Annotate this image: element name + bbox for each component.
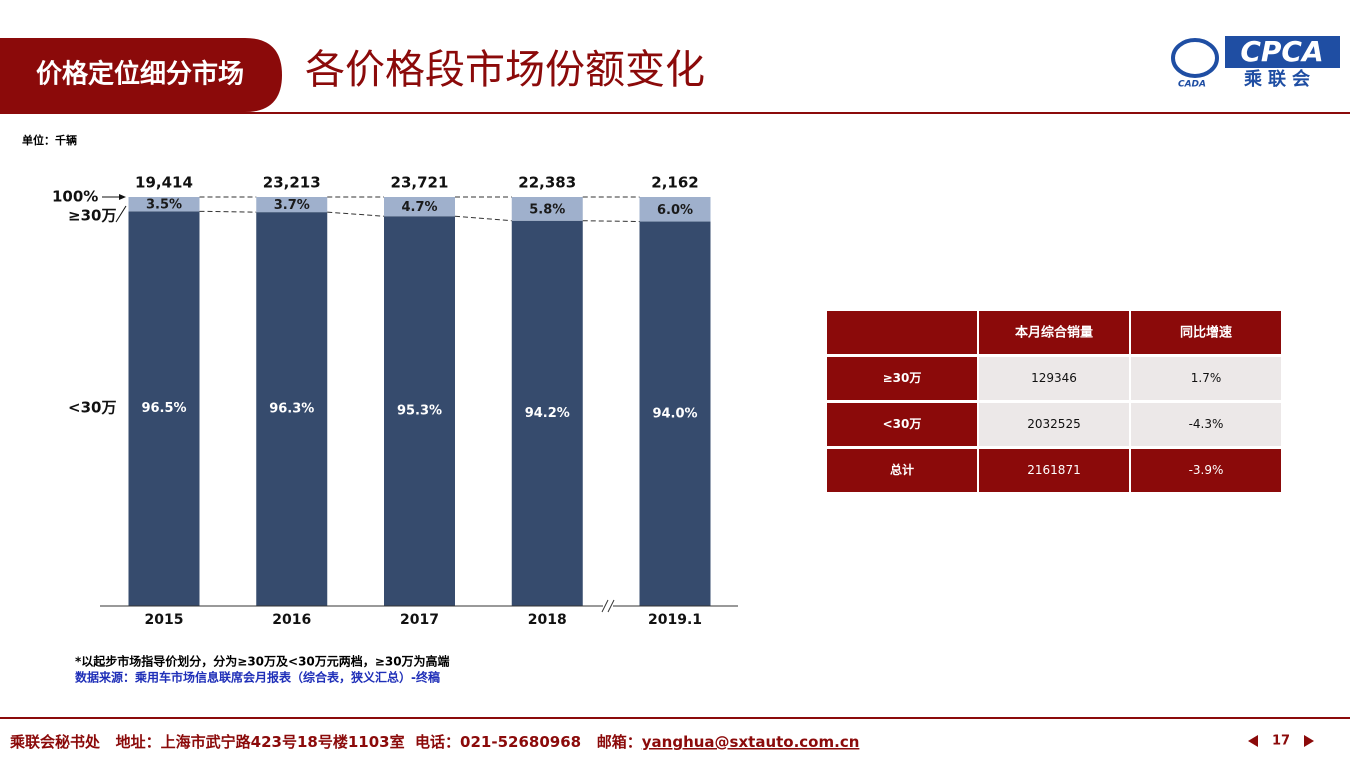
total-label: 22,383 — [518, 174, 576, 192]
source-note: 数据来源：乘用车市场信息联席会月报表（综合表，狭义汇总）-终稿 — [75, 670, 440, 685]
table-cell — [979, 449, 1129, 492]
value-label: 4.7% — [401, 200, 437, 215]
total-label: 23,213 — [263, 174, 321, 192]
table-cell-text: ≥30万 — [883, 371, 922, 385]
table-cell-text: 2161871 — [1027, 463, 1080, 477]
value-label: 96.3% — [269, 402, 314, 417]
table-cell — [827, 449, 977, 492]
table-cell — [827, 357, 977, 400]
total-label: 23,721 — [391, 174, 449, 192]
table-cell-text: 129346 — [1031, 371, 1077, 385]
axis-break — [607, 599, 615, 613]
axis-break-gap — [603, 600, 613, 612]
x-tick-label: 2019.1 — [648, 612, 702, 628]
series-label: ≥30万 — [68, 207, 116, 225]
table-header-text: 同比增速 — [1180, 325, 1232, 341]
dashed-connector — [582, 220, 640, 223]
table-cell-text: -3.9% — [1189, 463, 1224, 477]
value-label: 3.7% — [274, 198, 310, 213]
axis-break — [601, 599, 609, 613]
x-tick-label: 2015 — [145, 612, 184, 628]
table-cell — [979, 357, 1129, 400]
logo-box — [1225, 36, 1340, 68]
x-tick-label: 2017 — [400, 612, 439, 628]
table-cell-text: 2032525 — [1027, 417, 1080, 431]
prev-arrow[interactable] — [1248, 735, 1258, 747]
bar-segment — [639, 197, 711, 222]
bar-segment — [256, 212, 328, 606]
next-arrow[interactable] — [1304, 735, 1314, 747]
bar-segment — [511, 220, 583, 607]
y-tick-label: 100% — [52, 188, 98, 206]
value-label: 94.2% — [525, 406, 570, 421]
table-header-text: 本月综合销量 — [1015, 325, 1093, 341]
table-cell-text: -4.3% — [1189, 417, 1224, 431]
bar-segment — [511, 197, 583, 221]
footer-text: 乘联会秘书处 地址：上海市武宁路423号18号楼1103室 电话：021-526… — [9, 733, 859, 751]
logo-emblem — [1171, 38, 1219, 78]
value-label: 94.0% — [652, 406, 697, 421]
footer-email[interactable]: yanghua@sxtauto.com.cn — [642, 733, 860, 751]
page-number: 17 — [1272, 734, 1290, 749]
value-label: 5.8% — [529, 202, 565, 217]
table: 本月综合销量 同比增速 ≥30万 129346 1.7% <30万 2032525 -4.3%… — [827, 311, 1281, 492]
unit-label: 单位：千辆 — [22, 133, 77, 147]
bar-segment — [128, 197, 200, 212]
note: *以起步市场指导价划分，分为≥30万及<30万元两档，≥30万为高端 — [75, 654, 450, 669]
logo-subtext: 乘联会 — [1243, 68, 1316, 90]
tick-arrowhead — [119, 194, 126, 200]
table-header-cell — [827, 311, 977, 354]
table-header-cell — [979, 311, 1129, 354]
dashed-connector — [327, 211, 385, 217]
bar-segment — [384, 216, 455, 606]
footer-info: 乘联会秘书处 地址：上海市武宁路423号18号楼1103室 电话：021-526… — [9, 733, 642, 751]
table-cell — [979, 403, 1129, 446]
bar-segment — [128, 211, 200, 606]
table-header-cell — [1131, 311, 1281, 354]
value-label: 96.5% — [141, 401, 186, 416]
logo-mark: CADA — [1178, 80, 1206, 90]
series-pointer — [115, 205, 127, 223]
value-label: 95.3% — [397, 404, 442, 419]
table-cell — [1131, 357, 1281, 400]
table-cell-text: <30万 — [883, 417, 922, 431]
slide-title: 各价格段市场份额变化 — [305, 47, 705, 93]
total-label: 2,162 — [651, 174, 698, 192]
table-cell — [1131, 403, 1281, 446]
value-label: 6.0% — [657, 203, 693, 218]
section-title: 价格定位细分市场 — [36, 59, 244, 90]
dashed-connector — [199, 210, 257, 213]
series-label: <30万 — [68, 399, 116, 417]
table-cell-text: 1.7% — [1191, 371, 1222, 385]
bar-segment — [639, 221, 711, 607]
bar-segment — [384, 197, 455, 217]
table-cell — [1131, 449, 1281, 492]
total-label: 19,414 — [135, 174, 193, 192]
value-label: 3.5% — [146, 198, 182, 213]
section-tab — [0, 38, 282, 112]
table-cell — [827, 403, 977, 446]
dashed-connector — [454, 215, 512, 222]
logo-text: CPCA — [1240, 35, 1323, 68]
table-cell-text: 总计 — [890, 462, 914, 477]
bar-segment — [256, 197, 328, 213]
x-tick-label: 2018 — [528, 612, 567, 628]
x-tick-label: 2016 — [272, 612, 311, 628]
